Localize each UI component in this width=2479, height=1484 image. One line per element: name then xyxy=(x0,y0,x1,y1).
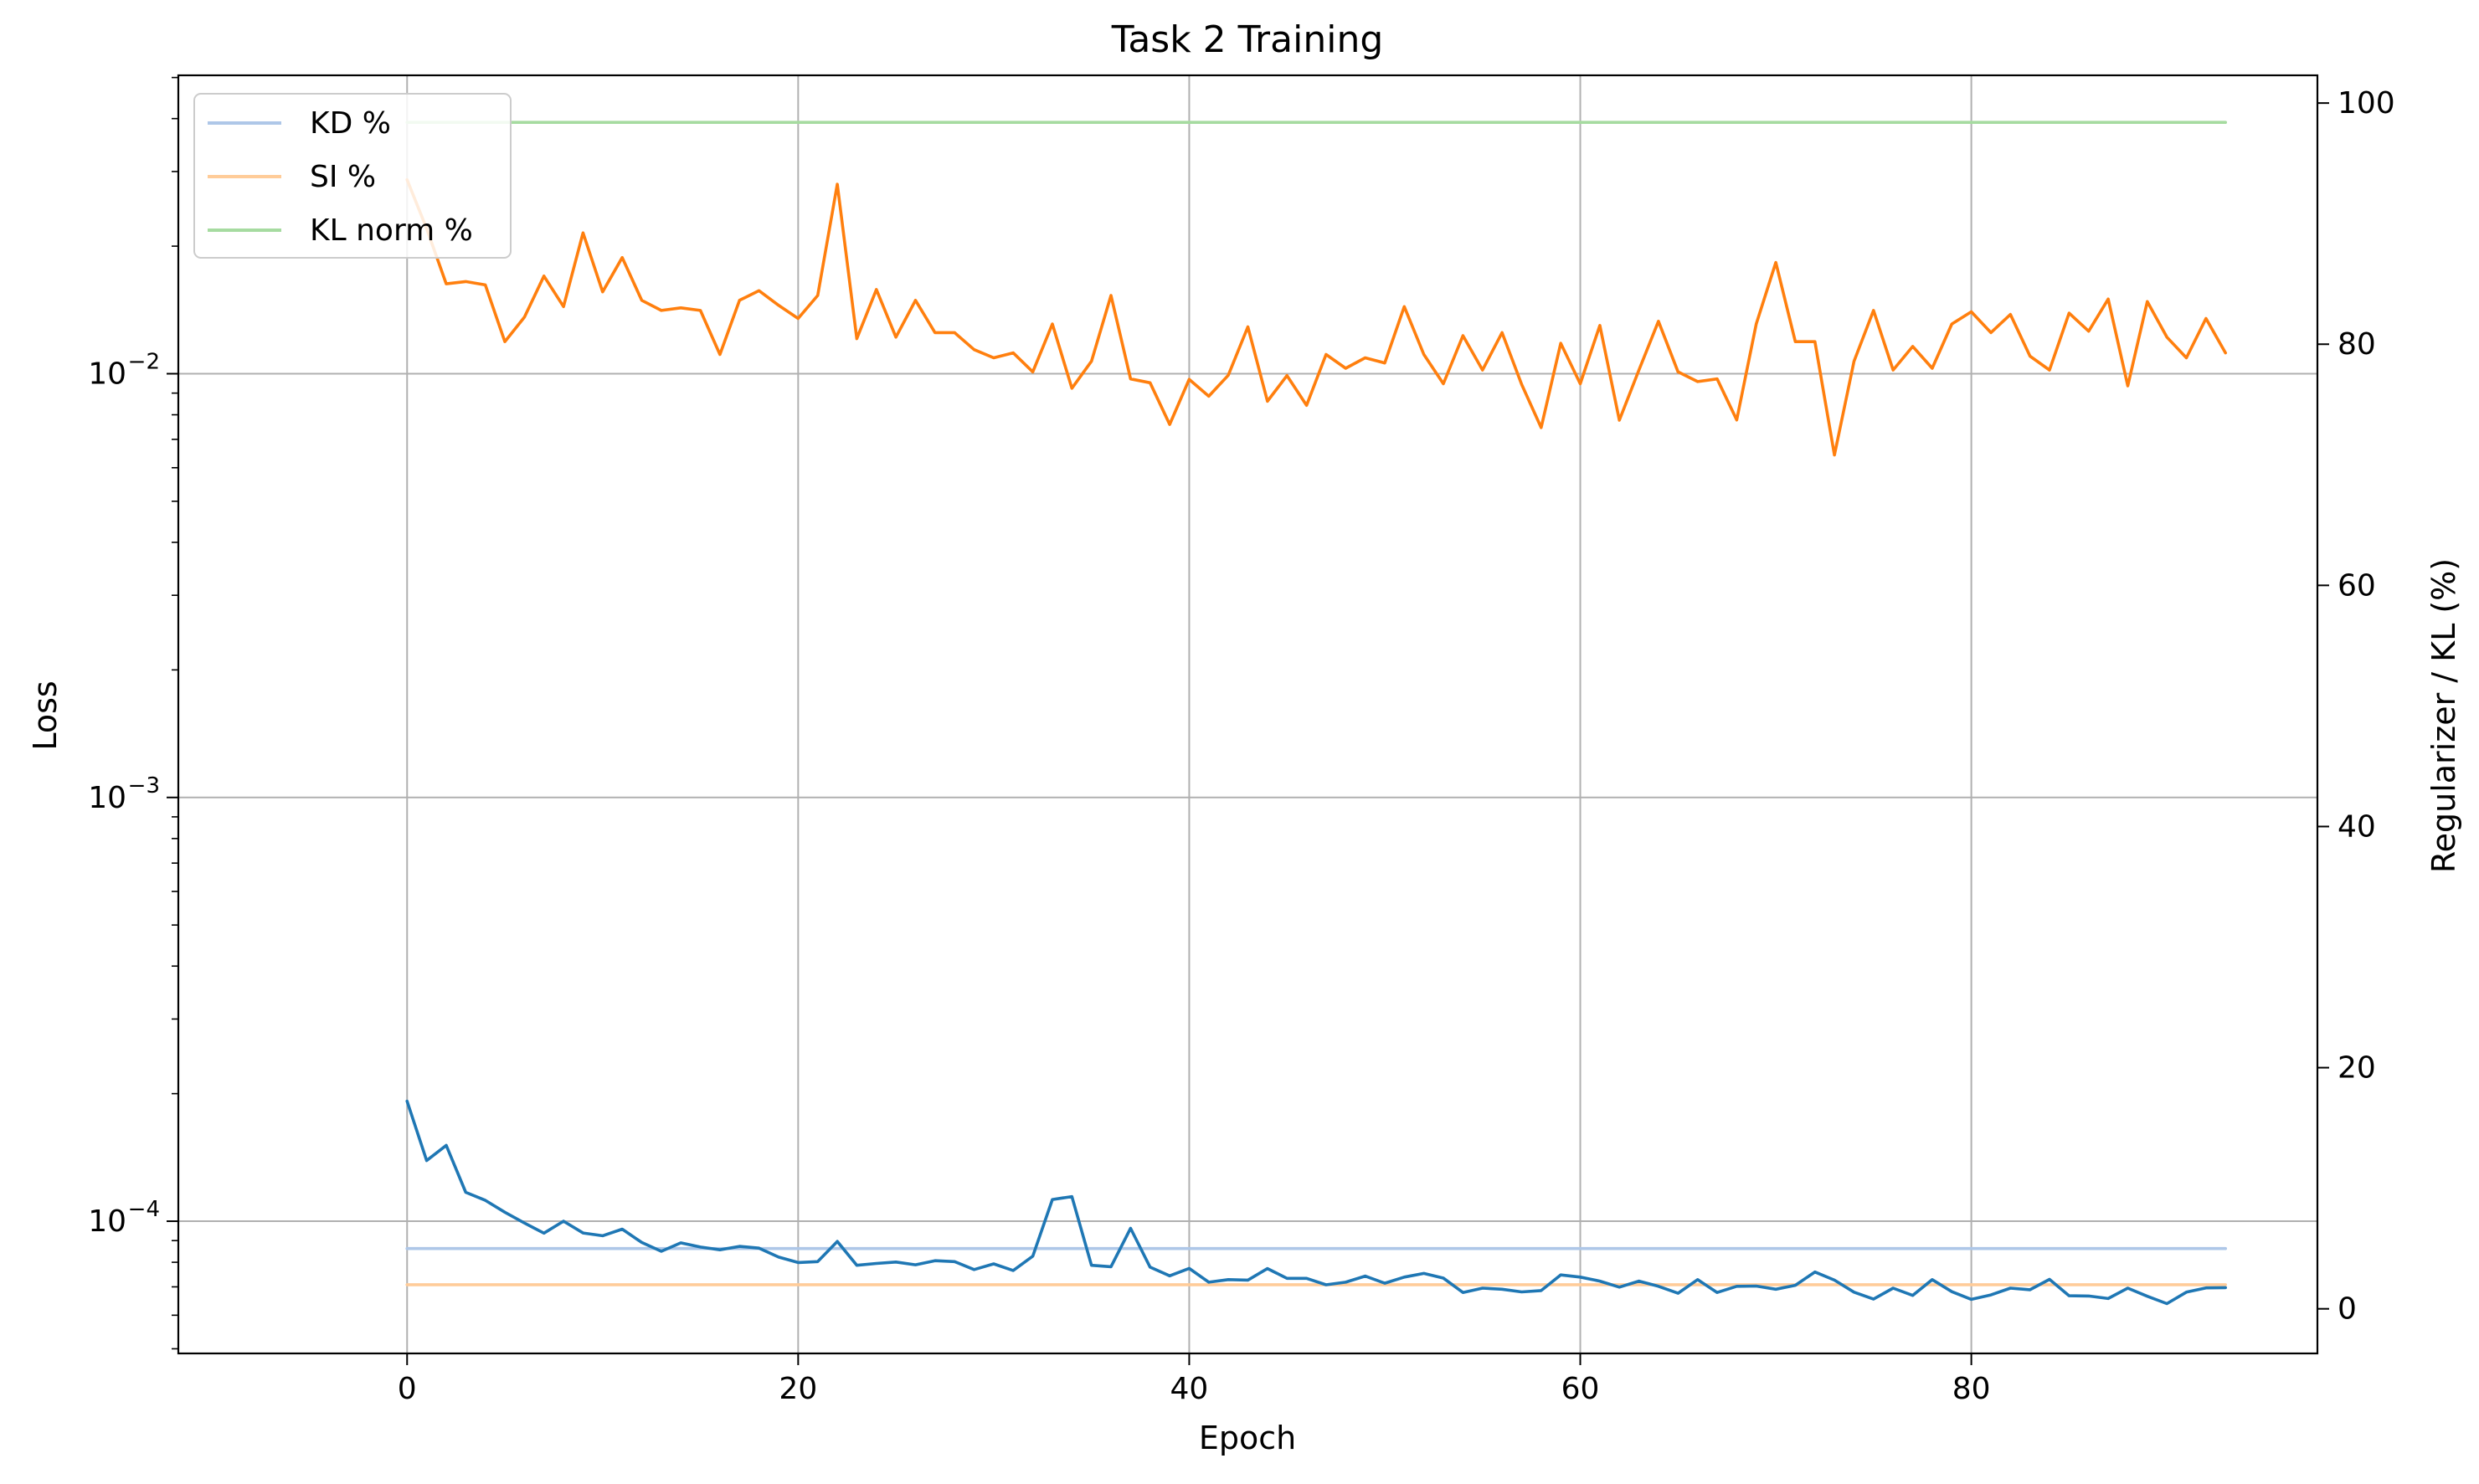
y-right-axis-label: Regularizer / KL (%) xyxy=(2425,558,2462,873)
legend-label: KL norm % xyxy=(310,213,473,248)
y-left-axis-ticks: 10−410−310−2 xyxy=(88,76,178,1350)
y-right-tick-label: 100 xyxy=(2338,86,2395,121)
legend-label: SI % xyxy=(310,160,376,194)
loss-series-line xyxy=(405,177,2227,457)
plot-frame xyxy=(177,74,2319,1355)
loss-series-line xyxy=(405,1099,2227,1306)
legend-items: KD % SI % KL norm % xyxy=(208,106,473,248)
legend: KD % SI % KL norm % xyxy=(193,93,512,259)
y-right-tick-label: 20 xyxy=(2338,1051,2376,1086)
y-tick-exponent: −3 xyxy=(128,773,160,798)
y-right-tick-label: 0 xyxy=(2338,1292,2357,1327)
y-tick-label: 10 xyxy=(88,781,126,815)
y-right-tick-label: 60 xyxy=(2338,568,2376,603)
y-right-tick-label: 80 xyxy=(2338,327,2376,362)
y-right-tick-label: 40 xyxy=(2338,809,2376,844)
legend-label: KD % xyxy=(310,106,391,141)
x-tick-label: 40 xyxy=(1170,1372,1209,1406)
x-axis-label: Epoch xyxy=(1199,1420,1296,1456)
y-axis-label: Loss xyxy=(27,680,64,750)
y-tick-label: 10 xyxy=(88,357,126,391)
x-tick-label: 80 xyxy=(1952,1372,1991,1406)
grid-layer xyxy=(178,75,2317,1353)
legend-box xyxy=(193,93,512,259)
chart-title: Task 2 Training xyxy=(1111,18,1384,61)
x-tick-label: 20 xyxy=(779,1372,817,1406)
y-tick-label: 10 xyxy=(88,1204,126,1239)
x-tick-label: 60 xyxy=(1561,1372,1600,1406)
y-tick-exponent: −2 xyxy=(128,349,160,374)
y-tick-exponent: −4 xyxy=(128,1197,160,1222)
y-right-axis-ticks: 0 20 40 60 80 100 xyxy=(2317,86,2395,1327)
x-tick-label: 0 xyxy=(398,1372,417,1406)
left-axis-series-layer xyxy=(405,177,2227,1306)
x-axis-ticks: 0 20 40 60 80 xyxy=(398,1353,1991,1406)
